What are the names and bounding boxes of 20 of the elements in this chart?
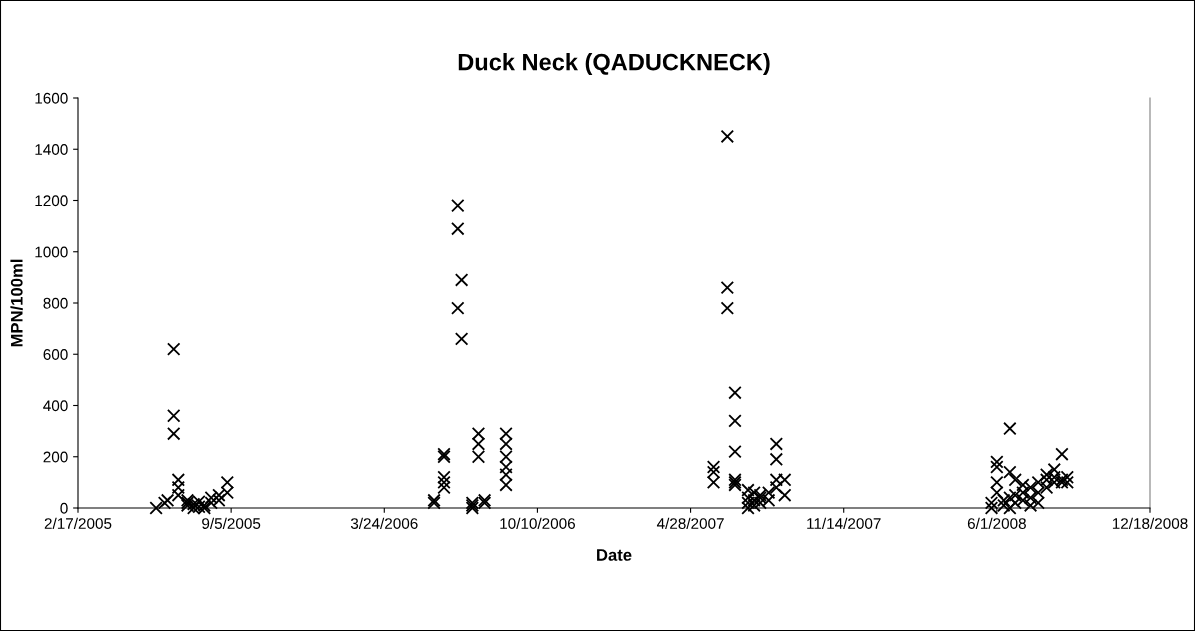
y-tick-label: 1600 <box>35 92 68 104</box>
y-tick-label: 1000 <box>35 246 68 258</box>
y-tick-label: 600 <box>43 349 68 360</box>
y-tick-label: 400 <box>43 400 68 412</box>
y-axis-title: MPN/100ml <box>10 259 23 347</box>
x-tick-label: 12/18/2008 <box>1112 517 1188 529</box>
y-tick-label: 1400 <box>35 144 68 155</box>
y-tick-label: 200 <box>43 451 68 463</box>
x-tick-label: 2/17/2005 <box>44 517 112 529</box>
y-tick-label: 0 <box>60 502 68 514</box>
x-tick-label: 9/5/2005 <box>202 517 261 529</box>
x-axis-title: Date <box>597 549 632 561</box>
y-tick-label: 800 <box>43 297 68 309</box>
x-tick-label: 3/24/2006 <box>350 517 418 529</box>
chart-title: Duck Neck (QADUCKNECK) <box>458 53 770 76</box>
x-tick-label: 6/1/2008 <box>967 517 1026 529</box>
x-tick-label: 11/14/2007 <box>807 517 881 529</box>
y-tick-label: 1200 <box>35 195 68 207</box>
x-tick-label: 10/10/2006 <box>500 517 575 529</box>
x-tick-label: 4/28/2007 <box>656 517 724 529</box>
